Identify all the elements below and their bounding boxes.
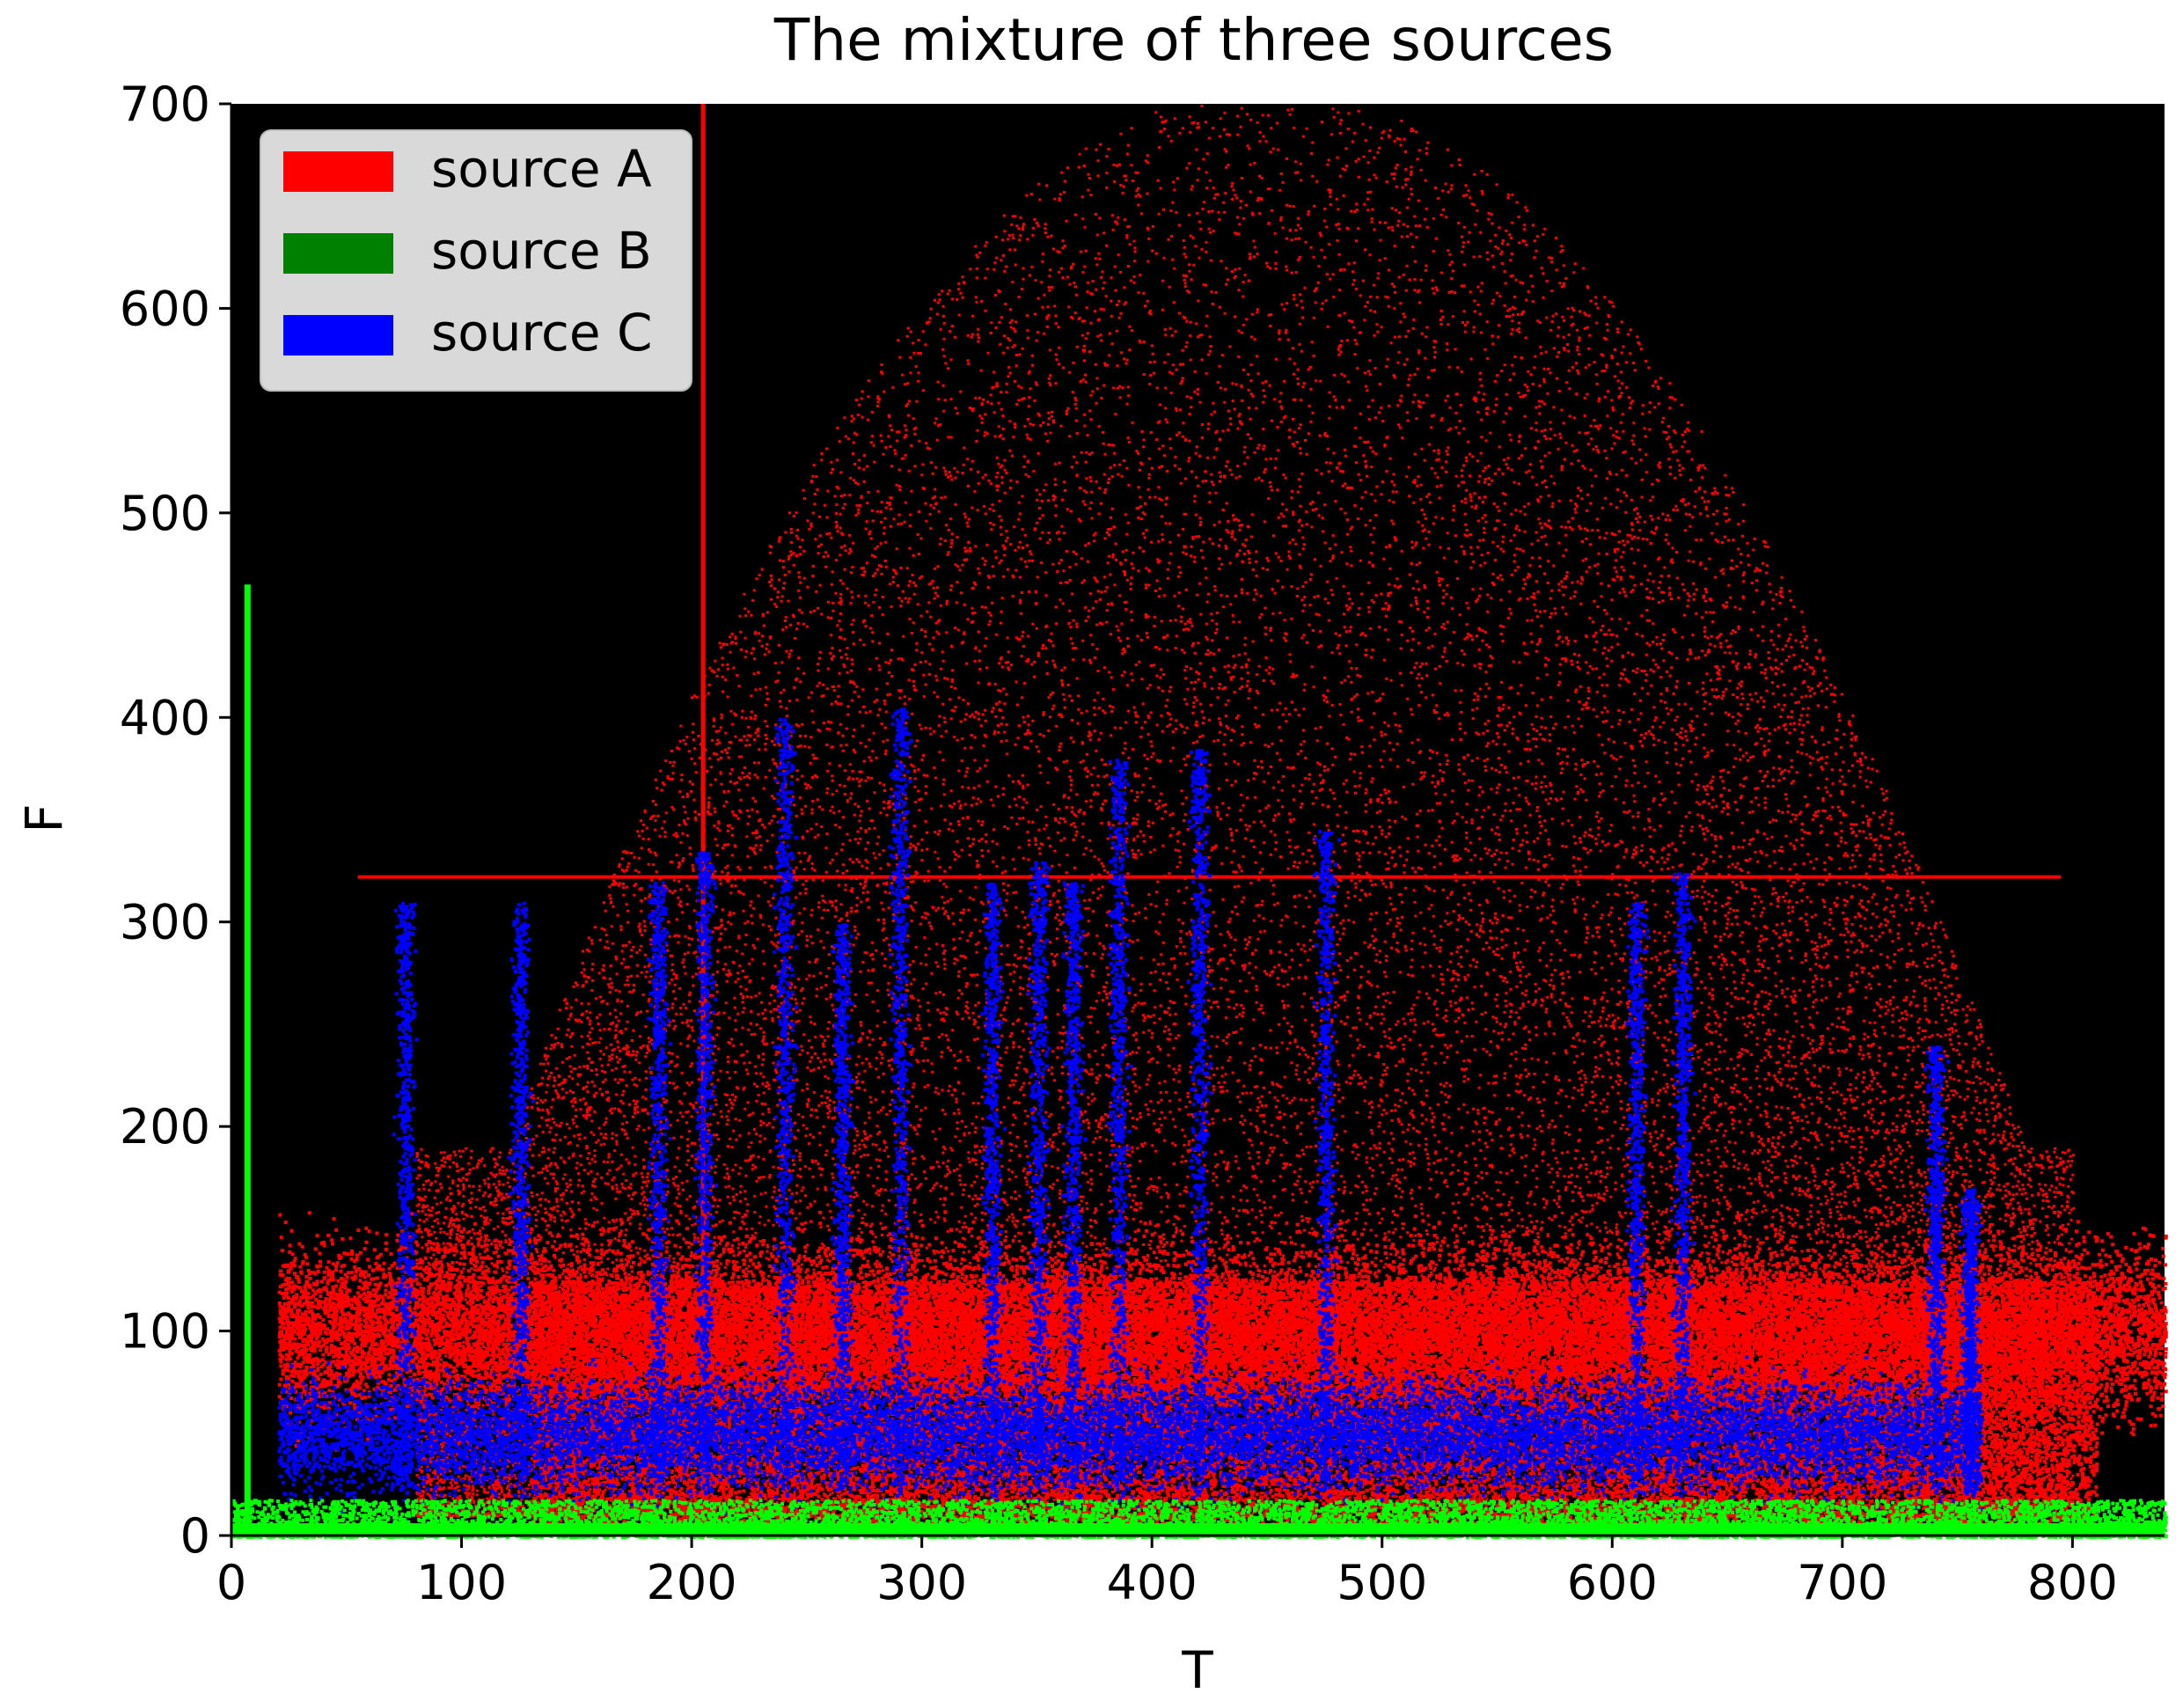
x-tick-label: 600 — [1567, 1555, 1658, 1610]
legend-label: source C — [431, 303, 653, 363]
y-tick-label: 500 — [120, 486, 210, 541]
y-tick-label: 100 — [120, 1304, 210, 1360]
axes: 0 100 200 300 400 500 600 700 800 0 100 200 300 400 50… — [120, 77, 2165, 1610]
chart-title: The mixture of three sources — [773, 6, 1614, 74]
x-axis-label: T — [1181, 1640, 1213, 1700]
x-tick-label: 0 — [216, 1555, 246, 1610]
source-b-points — [231, 1499, 2168, 1539]
x-tick-label: 500 — [1337, 1555, 1427, 1610]
legend-swatch — [283, 315, 393, 356]
y-axis-label: F — [14, 803, 74, 832]
y-tick-label: 400 — [120, 690, 210, 745]
x-tick-label: 800 — [2027, 1555, 2118, 1610]
source-c-points — [277, 707, 1984, 1521]
legend-label: source B — [431, 221, 652, 281]
x-tick-label: 300 — [876, 1555, 967, 1610]
y-tick-label: 0 — [180, 1508, 210, 1564]
series-source-b — [231, 584, 2168, 1539]
legend-swatch — [283, 233, 393, 274]
y-tick-label: 600 — [120, 281, 210, 336]
legend-label: source A — [431, 139, 652, 199]
y-tick-label: 200 — [120, 1099, 210, 1155]
x-tick-label: 100 — [416, 1555, 507, 1610]
plot-data — [231, 104, 2168, 1539]
series-source-c — [277, 707, 1984, 1521]
x-tick-label: 400 — [1107, 1555, 1198, 1610]
legend: source A source B source C — [260, 129, 692, 392]
legend-swatch — [283, 151, 393, 192]
y-tick-label: 300 — [120, 895, 210, 950]
x-tick-label: 700 — [1797, 1555, 1887, 1610]
x-tick-label: 200 — [647, 1555, 737, 1610]
y-tick-label: 700 — [120, 77, 210, 132]
source-a-points — [277, 104, 2168, 1529]
